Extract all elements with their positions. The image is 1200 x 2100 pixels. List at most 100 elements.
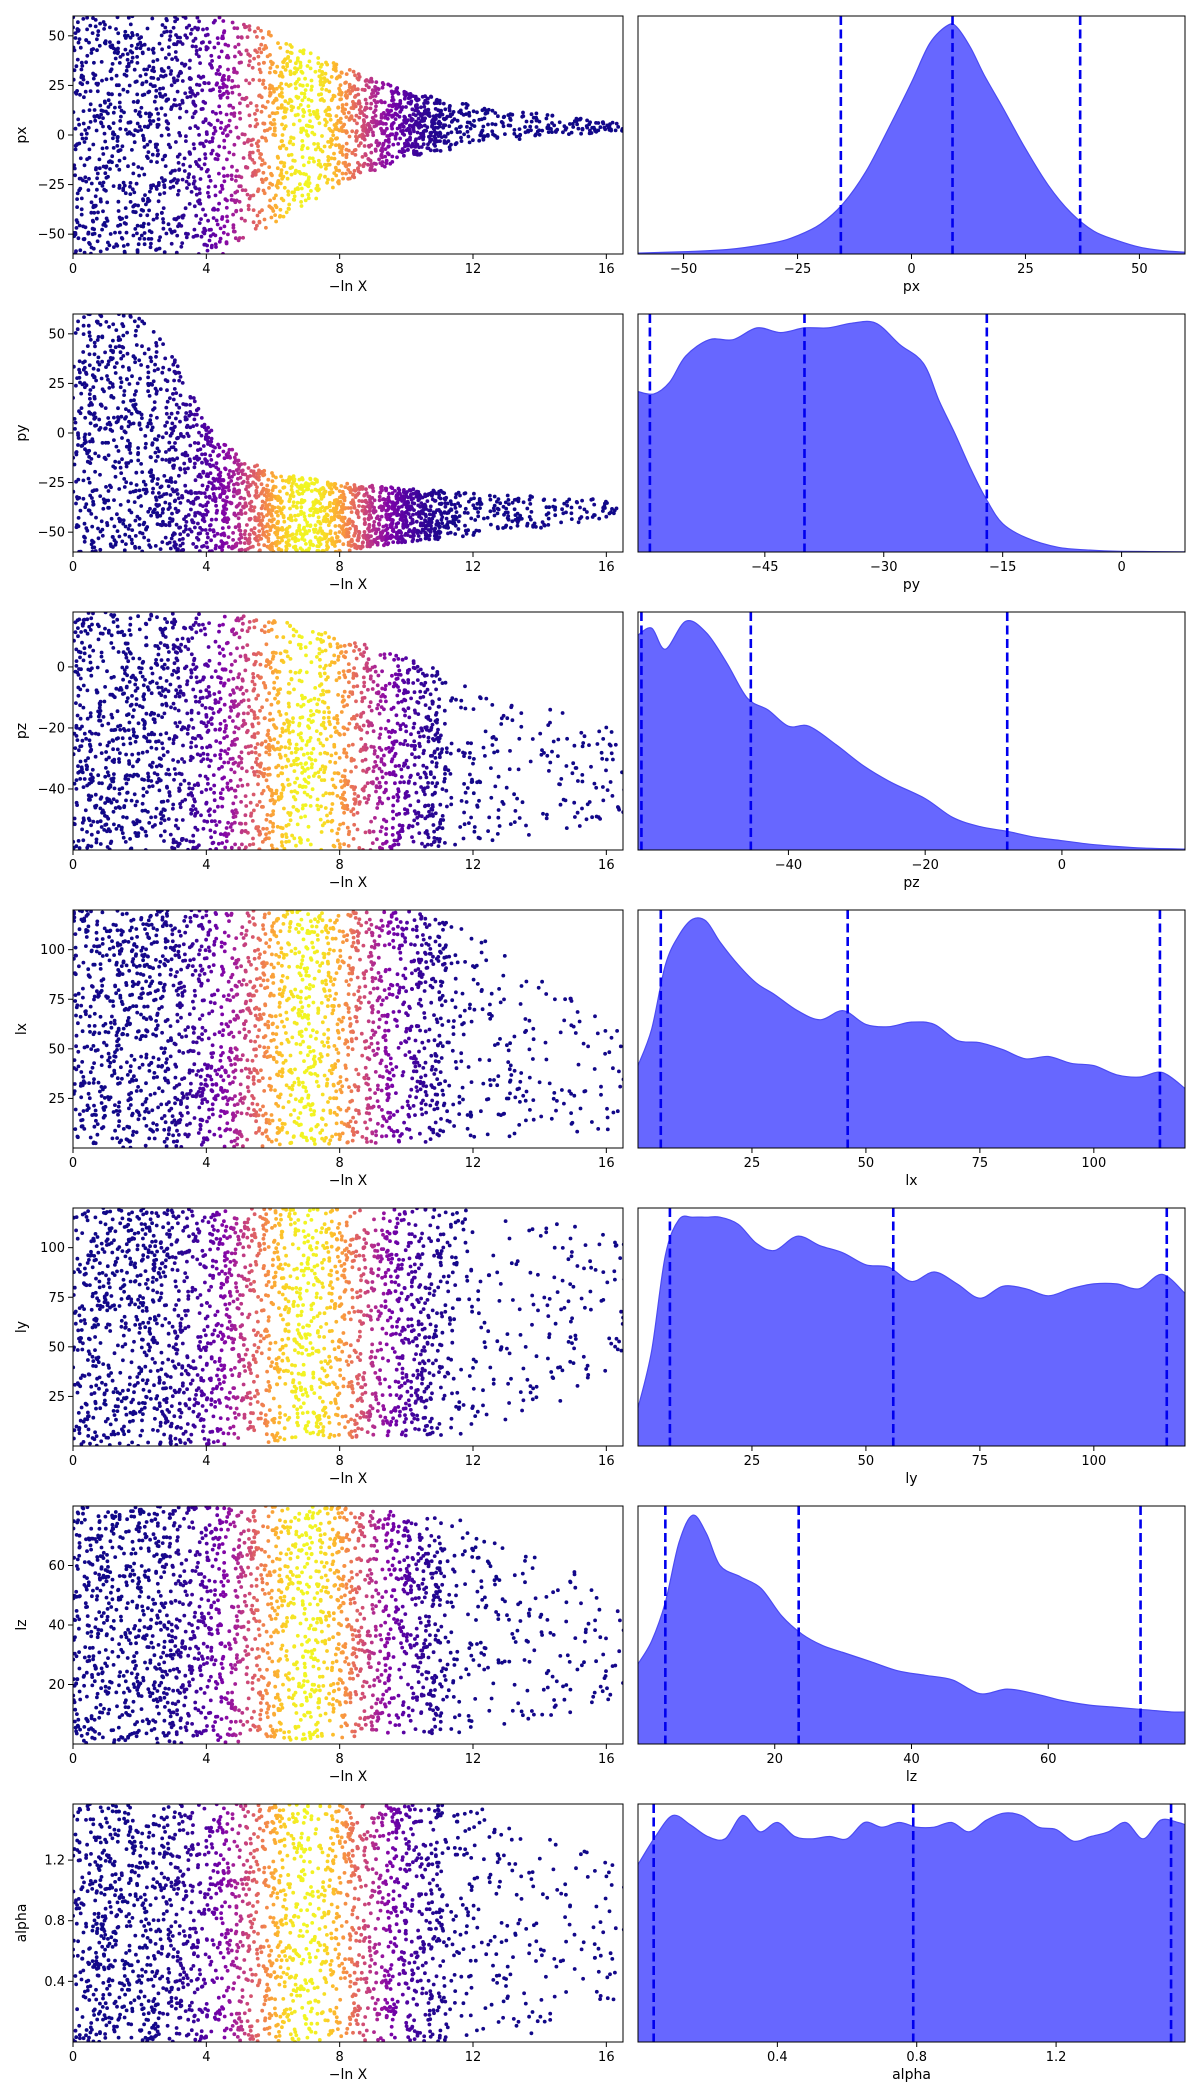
trace-point (221, 85, 225, 90)
trace-point (338, 510, 342, 514)
trace-point (91, 16, 95, 20)
trace-point (248, 474, 253, 478)
trace-point (365, 133, 370, 138)
trace-point (162, 250, 167, 254)
trace-point (210, 148, 215, 153)
trace-point (262, 47, 266, 51)
trace-point (86, 508, 91, 513)
trace-point (504, 506, 509, 511)
trace-point (441, 116, 446, 121)
trace-point (247, 537, 252, 542)
trace-point (217, 104, 222, 109)
trace-point (189, 491, 194, 496)
trace-point (123, 532, 128, 537)
trace-point (78, 248, 83, 253)
trace-point (215, 152, 219, 157)
trace-point (272, 128, 277, 133)
trace-point (75, 57, 80, 62)
trace-point (383, 147, 388, 152)
trace-point (84, 38, 89, 43)
trace-point (185, 453, 190, 458)
trace-point (242, 532, 247, 537)
trace-point (493, 133, 497, 138)
trace-point (278, 181, 283, 186)
trace-point (279, 168, 284, 173)
trace-point (225, 173, 230, 178)
trace-point (229, 193, 234, 198)
trace-point (260, 499, 265, 504)
trace-point (232, 142, 237, 147)
trace-point (326, 158, 331, 163)
trace-point (117, 344, 122, 349)
trace-point (90, 524, 95, 529)
trace-point (197, 54, 201, 59)
trace-point (142, 67, 147, 72)
trace-point (416, 109, 421, 114)
trace-point (603, 127, 608, 132)
trace-point (313, 147, 318, 152)
trace-point (206, 439, 210, 444)
trace-point (134, 470, 139, 475)
trace-point (159, 523, 164, 528)
trace-point (340, 106, 345, 110)
trace-point (160, 23, 165, 27)
trace-point (143, 482, 148, 487)
trace-point (491, 506, 496, 511)
trace-point (404, 105, 408, 109)
trace-point (259, 506, 264, 511)
trace-point (228, 825, 233, 829)
trace-point (402, 114, 407, 119)
trace-point (86, 323, 91, 328)
trace-point (83, 225, 88, 230)
trace-point (447, 124, 452, 129)
trace-point (217, 545, 222, 550)
trace-point (255, 518, 259, 523)
trace-point (104, 485, 108, 489)
trace-point (418, 537, 423, 542)
trace-point (151, 51, 156, 55)
trace-point (226, 67, 230, 72)
trace-point (211, 476, 216, 481)
trace-point (257, 46, 262, 51)
trace-point (96, 29, 101, 34)
trace-point (218, 110, 223, 115)
trace-point (87, 411, 92, 415)
trace-point (217, 16, 222, 20)
trace-point (183, 417, 188, 422)
trace-point (411, 94, 416, 98)
trace-point (347, 162, 351, 167)
trace-point (322, 144, 327, 149)
trace-point (273, 203, 278, 208)
trace-point (236, 462, 240, 467)
trace-point (124, 127, 128, 132)
trace-point (217, 171, 221, 176)
trace-point (194, 192, 199, 197)
trace-point (172, 177, 177, 181)
trace-point (333, 127, 338, 131)
trace-point (124, 73, 129, 78)
trace-point (346, 88, 351, 93)
trace-point (214, 461, 219, 466)
trace-point (218, 236, 223, 241)
trace-point (171, 76, 176, 81)
trace-point (79, 132, 84, 137)
trace-point (157, 449, 161, 454)
trace-point (319, 487, 323, 492)
trace-point (270, 547, 274, 552)
trace-point (379, 121, 384, 126)
trace-point (88, 337, 93, 342)
trace-point (357, 75, 362, 79)
trace-point (298, 49, 303, 53)
trace-point (125, 242, 130, 247)
trace-point (353, 488, 358, 493)
trace-point (130, 16, 135, 19)
trace-point (175, 154, 180, 159)
trace-point (336, 180, 340, 185)
trace-point (183, 524, 188, 528)
trace-point (284, 146, 289, 151)
trace-point (101, 209, 105, 214)
trace-point (326, 545, 330, 550)
trace-point (295, 186, 300, 190)
trace-point (376, 514, 380, 519)
trace-point (139, 412, 144, 417)
